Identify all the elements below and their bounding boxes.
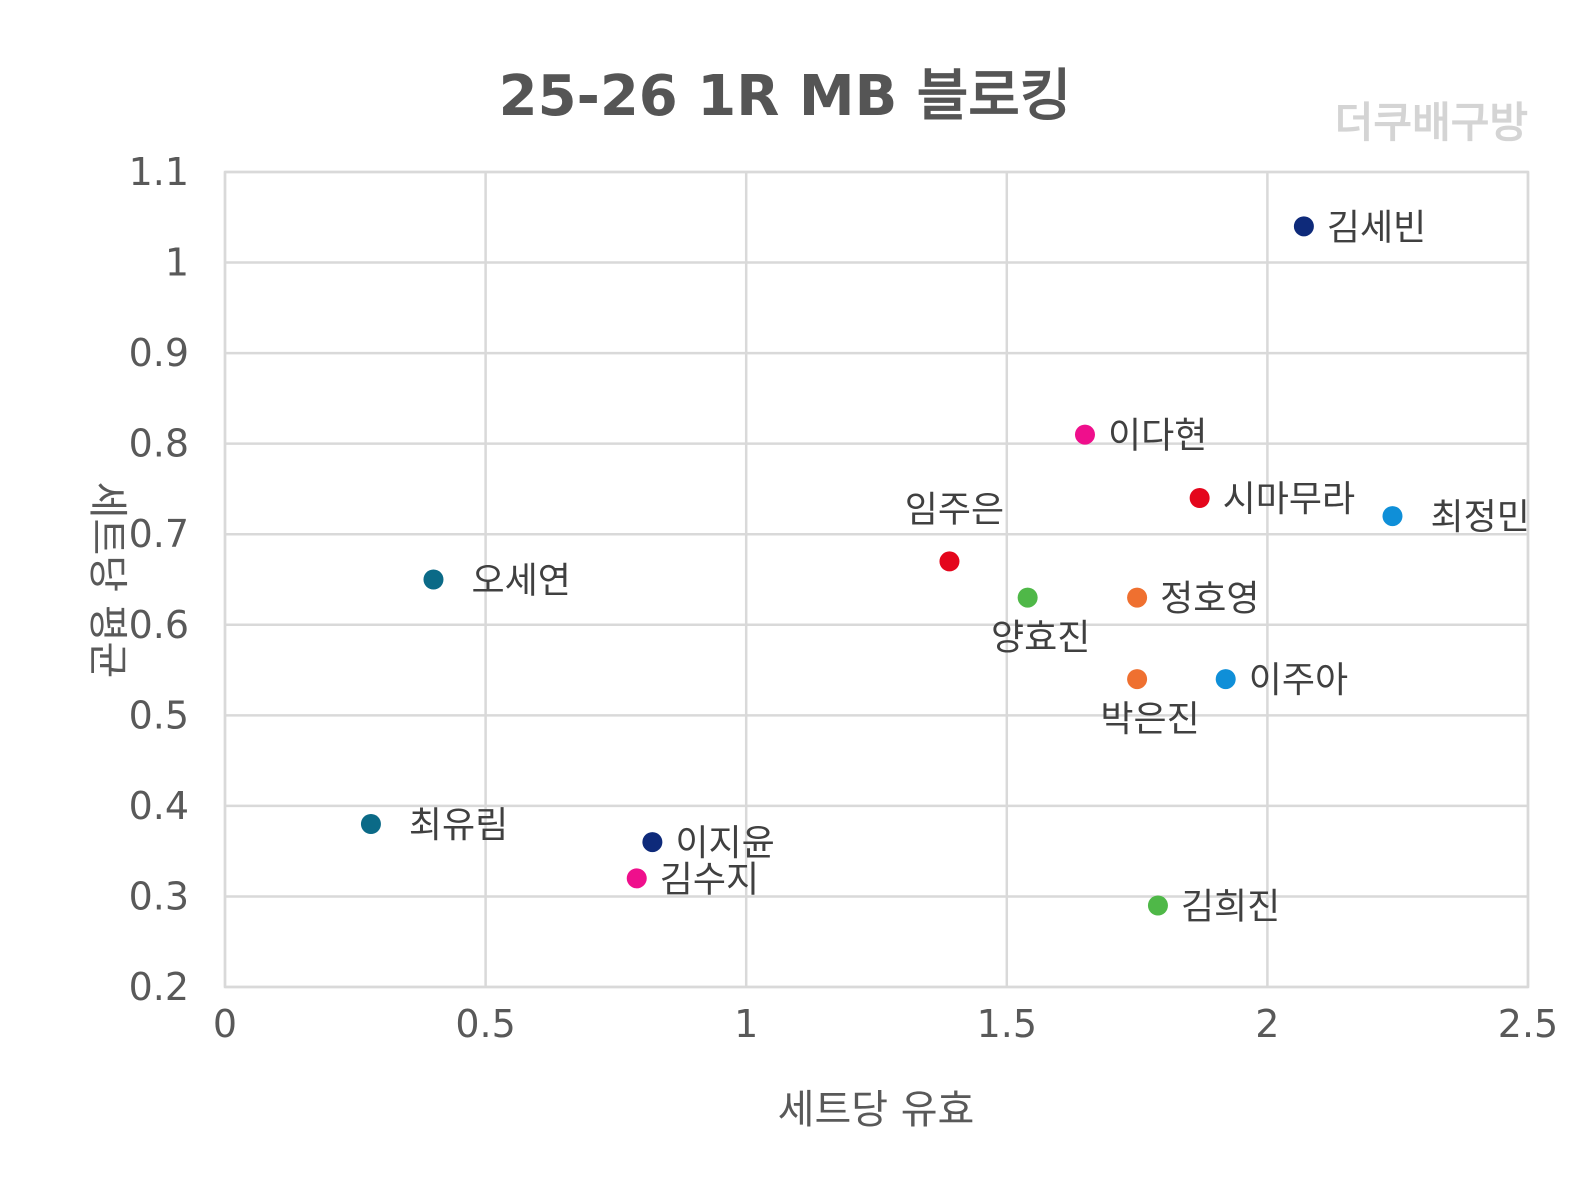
scatter-point: 이주아 bbox=[1215, 660, 1348, 701]
scatter-point: 양효진 bbox=[991, 587, 1090, 659]
point-label: 최유림 bbox=[409, 805, 508, 846]
scatter-point: 이지윤 bbox=[642, 823, 775, 864]
y-tick-label: 1.1 bbox=[129, 150, 189, 194]
x-axis-title: 세트당 유효 bbox=[778, 1087, 975, 1133]
x-tick-label: 1.5 bbox=[977, 1002, 1037, 1046]
y-axis-title: 세트당 평균 bbox=[84, 482, 130, 679]
point-label: 김수지 bbox=[660, 859, 759, 900]
y-tick-label: 0.8 bbox=[129, 422, 189, 466]
point-marker bbox=[1189, 488, 1210, 508]
y-tick-label: 0.6 bbox=[129, 603, 189, 647]
point-marker bbox=[1147, 895, 1168, 916]
scatter-point: 김수지 bbox=[626, 859, 759, 900]
point-label: 오세연 bbox=[471, 561, 570, 602]
x-axis-ticks: 0 0.5 1 1.5 2 2.5 bbox=[213, 1002, 1558, 1046]
x-tick-label: 0 bbox=[213, 1002, 237, 1046]
y-tick-label: 1 bbox=[165, 241, 189, 285]
y-tick-label: 0.4 bbox=[129, 784, 189, 828]
point-marker bbox=[1293, 216, 1314, 237]
point-label: 양효진 bbox=[991, 618, 1090, 659]
scatter-point: 임주은 bbox=[905, 489, 1004, 572]
point-marker bbox=[1127, 669, 1148, 690]
point-marker bbox=[1127, 587, 1148, 608]
x-tick-label: 2.5 bbox=[1498, 1002, 1558, 1046]
point-label: 정호영 bbox=[1160, 579, 1259, 620]
point-label: 박은진 bbox=[1100, 699, 1199, 740]
x-tick-label: 1 bbox=[734, 1002, 758, 1046]
chart-title: 25-26 1R MB 블로킹 bbox=[499, 64, 1072, 129]
point-label: 임주은 bbox=[905, 489, 1004, 530]
y-tick-label: 0.3 bbox=[129, 874, 189, 918]
scatter-point: 박은진 bbox=[1100, 669, 1200, 740]
scatter-point: 이다현 bbox=[1074, 416, 1207, 457]
x-tick-label: 2 bbox=[1255, 1002, 1279, 1046]
point-label: 시마무라 bbox=[1223, 479, 1355, 520]
y-axis-ticks: 1.1 1 0.9 0.8 0.7 0.6 0.5 0.4 0.3 0.2 bbox=[129, 150, 189, 1009]
scatter-point: 최정민 bbox=[1382, 497, 1530, 538]
point-marker bbox=[1382, 506, 1403, 527]
grid-layer bbox=[223, 170, 1530, 989]
point-marker bbox=[939, 551, 960, 572]
scatter-point: 정호영 bbox=[1127, 579, 1259, 620]
point-marker bbox=[1215, 669, 1236, 690]
point-marker bbox=[1017, 587, 1038, 608]
scatter-point: 김세빈 bbox=[1293, 207, 1426, 248]
y-tick-label: 0.7 bbox=[129, 512, 189, 556]
point-label: 최정민 bbox=[1430, 497, 1529, 538]
scatter-point: 김희진 bbox=[1147, 887, 1280, 928]
x-tick-label: 0.5 bbox=[455, 1002, 515, 1046]
point-marker bbox=[626, 868, 647, 889]
point-marker bbox=[1074, 424, 1095, 445]
scatter-point: 시마무라 bbox=[1189, 479, 1355, 520]
scatter-point: 오세연 bbox=[423, 561, 571, 602]
point-marker bbox=[642, 832, 663, 853]
y-tick-label: 0.5 bbox=[129, 693, 189, 737]
point-label: 이주아 bbox=[1249, 660, 1348, 701]
point-marker bbox=[360, 814, 381, 834]
plot-frame bbox=[223, 170, 1530, 989]
point-label: 이다현 bbox=[1108, 416, 1207, 457]
point-marker bbox=[423, 569, 444, 590]
scatter-point: 최유림 bbox=[360, 805, 508, 846]
watermark: 더쿠배구방 bbox=[1335, 98, 1528, 147]
point-label: 김희진 bbox=[1181, 887, 1280, 928]
y-tick-label: 0.2 bbox=[129, 965, 189, 1009]
point-label: 김세빈 bbox=[1327, 207, 1426, 248]
point-label: 이지윤 bbox=[675, 823, 774, 864]
y-tick-label: 0.9 bbox=[129, 331, 189, 375]
